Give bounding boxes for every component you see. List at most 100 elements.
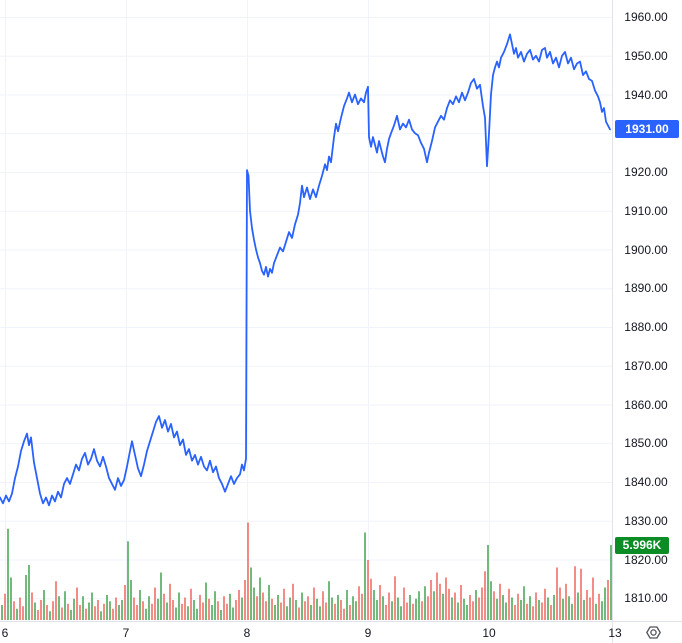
- price-axis-drag-zone[interactable]: [613, 0, 682, 621]
- volume-bar: [256, 596, 258, 620]
- volume-bar: [571, 603, 573, 620]
- price-axis-label: 1910.00: [624, 203, 668, 218]
- volume-bar: [163, 593, 165, 620]
- time-axis-label: 9: [364, 626, 372, 640]
- volume-bar: [58, 596, 60, 620]
- volume-bar: [250, 567, 252, 620]
- volume-bar: [361, 593, 363, 620]
- volume-bar: [181, 603, 183, 620]
- price-axis-label: 1960.00: [624, 10, 668, 24]
- volume-bar: [193, 600, 195, 620]
- volume-bar: [226, 603, 228, 620]
- volume-bar: [64, 591, 66, 620]
- volume-bar: [82, 596, 84, 620]
- volume-bar: [520, 600, 522, 620]
- price-axis-label: 1940.00: [624, 87, 668, 102]
- volume-bar: [418, 591, 420, 620]
- time-axis-settings-button[interactable]: [642, 623, 664, 641]
- price-axis-label: 1850.00: [624, 436, 668, 451]
- volume-bar: [346, 590, 348, 620]
- volume-bar: [511, 597, 513, 620]
- time-axis-drag-zone[interactable]: [0, 622, 613, 643]
- volume-bar: [367, 560, 369, 620]
- volume-bar: [145, 608, 147, 620]
- volume-bar: [370, 578, 372, 620]
- volume-bar: [178, 592, 180, 620]
- volume-bar: [28, 565, 30, 620]
- volume-bar: [577, 592, 579, 620]
- volume-bar: [529, 596, 531, 620]
- volume-bar: [199, 595, 201, 620]
- volume-bar: [46, 605, 48, 620]
- volume-bar: [166, 602, 168, 620]
- volume-bar: [214, 591, 216, 620]
- volume-bar: [394, 576, 396, 620]
- time-axis-label: 8: [243, 626, 251, 640]
- volume-bar: [232, 607, 234, 620]
- volume-bar: [274, 605, 276, 620]
- volume-bar: [244, 580, 246, 620]
- volume-bar: [277, 595, 279, 620]
- volume-bar: [442, 593, 444, 620]
- volume-bar: [505, 602, 507, 620]
- volume-bar: [148, 596, 150, 620]
- volume-bar: [319, 606, 321, 620]
- volume-bar: [16, 608, 18, 620]
- volume-bar: [598, 593, 600, 620]
- volume-bar: [373, 590, 375, 620]
- volume-bar: [55, 581, 57, 620]
- volume-bar: [487, 545, 489, 620]
- volume-bar: [355, 601, 357, 620]
- volume-bar: [223, 596, 225, 620]
- volume-bar: [151, 603, 153, 620]
- volume-bar: [7, 528, 9, 620]
- volume-bar: [109, 601, 111, 620]
- volume-bar: [229, 593, 231, 620]
- volume-bar: [1, 605, 3, 620]
- price-axis-label: 1920.00: [624, 165, 668, 179]
- volume-bar: [328, 581, 330, 620]
- volume-bar: [607, 580, 609, 620]
- volume-bar: [154, 587, 156, 620]
- volume-bar: [568, 596, 570, 620]
- volume-bar: [94, 606, 96, 620]
- volume-bar: [553, 595, 555, 620]
- volume-bar: [301, 592, 303, 620]
- volume-bar: [211, 605, 213, 620]
- volume-bar: [184, 597, 186, 620]
- volume-bar: [532, 606, 534, 620]
- volume-bar: [466, 605, 468, 620]
- volume-bar: [37, 610, 39, 620]
- volume-bar: [334, 603, 336, 620]
- volume-bar: [19, 597, 21, 620]
- volume-bar: [583, 600, 585, 620]
- volume-bar: [253, 587, 255, 620]
- volume-bar: [451, 597, 453, 620]
- volume-bar: [106, 595, 108, 620]
- volume-bar: [340, 600, 342, 620]
- volume-bar: [601, 601, 603, 620]
- volume-bar: [187, 606, 189, 620]
- volume-bar: [40, 600, 42, 620]
- volume-bar: [523, 586, 525, 620]
- volume-bar: [235, 600, 237, 620]
- volume-bar: [550, 605, 552, 620]
- volume-bar: [157, 598, 159, 620]
- volume-bar: [196, 608, 198, 620]
- time-axis-label: 13: [608, 626, 622, 640]
- volume-bar: [85, 608, 87, 620]
- volume-bar: [76, 587, 78, 620]
- volume-bar: [448, 588, 450, 620]
- volume-bar: [100, 611, 102, 620]
- price-axis-label: 1880.00: [624, 320, 668, 334]
- volume-bar: [13, 601, 15, 620]
- volume-bar: [430, 580, 432, 620]
- volume-bar: [133, 597, 135, 620]
- volume-bar: [337, 595, 339, 620]
- price-line: [0, 33, 611, 507]
- volume-bar: [322, 591, 324, 620]
- volume-bar: [589, 597, 591, 620]
- volume-bar: [313, 587, 315, 620]
- volume-bar: [508, 588, 510, 620]
